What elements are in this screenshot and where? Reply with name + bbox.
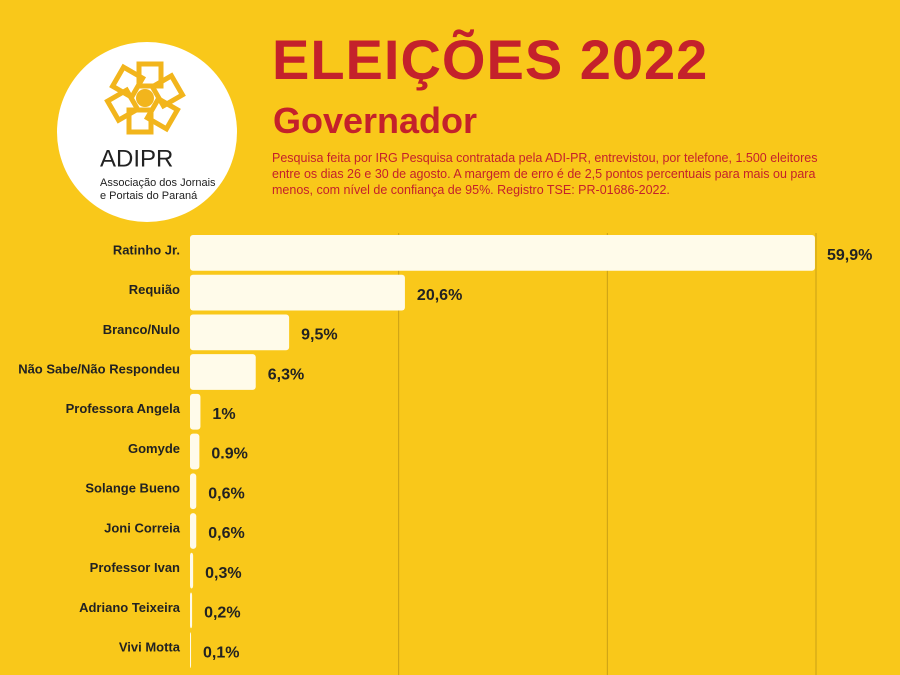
category-label: Professora Angela [66, 401, 181, 416]
bar [190, 354, 256, 390]
category-label: Vivi Motta [119, 640, 181, 655]
value-label: 0,6% [208, 525, 244, 542]
bar [190, 274, 405, 311]
value-label: 1% [212, 406, 235, 423]
logo: ADIPR Associação dos Jornais e Portais d… [57, 42, 237, 222]
value-label: 20,6% [417, 287, 462, 304]
category-label: Joni Correia [104, 520, 181, 535]
logo-name: ADIPR [100, 145, 173, 172]
category-label: Branco/Nulo [103, 322, 180, 337]
logo-line: Associação dos Jornais [100, 177, 216, 189]
value-label: 0,2% [204, 605, 240, 622]
bar [190, 393, 201, 430]
source-note: Pesquisa feita por IRG Pesquisa contrata… [272, 151, 818, 197]
bar [190, 632, 192, 669]
chart-subtitle: Governador [273, 100, 478, 141]
category-label: Adriano Teixeira [79, 600, 181, 615]
value-label: 9,5% [301, 327, 337, 344]
bar [190, 513, 197, 549]
bar [190, 234, 815, 271]
bar [190, 592, 193, 629]
chart-title: ELEIÇÕES 2022 [272, 28, 709, 91]
category-label: Não Sabe/Não Respondeu [18, 361, 180, 376]
category-label: Professor Ivan [90, 560, 180, 575]
bar [190, 433, 200, 470]
value-label: 0,3% [205, 565, 241, 582]
bar [190, 552, 194, 589]
category-label: Gomyde [128, 441, 180, 456]
value-label: 0,1% [203, 644, 239, 661]
bar [190, 314, 290, 351]
category-label: Solange Bueno [85, 481, 180, 496]
value-label: 6,3% [268, 366, 304, 383]
logo-line: e Portais do Paraná [100, 190, 198, 202]
value-label: 0.9% [211, 446, 247, 463]
value-label: 59,9% [827, 247, 872, 264]
bar [190, 473, 197, 510]
category-label: Ratinho Jr. [113, 242, 180, 257]
value-label: 0,6% [208, 485, 244, 502]
category-label: Requião [129, 282, 180, 297]
logo-icon [104, 61, 186, 135]
